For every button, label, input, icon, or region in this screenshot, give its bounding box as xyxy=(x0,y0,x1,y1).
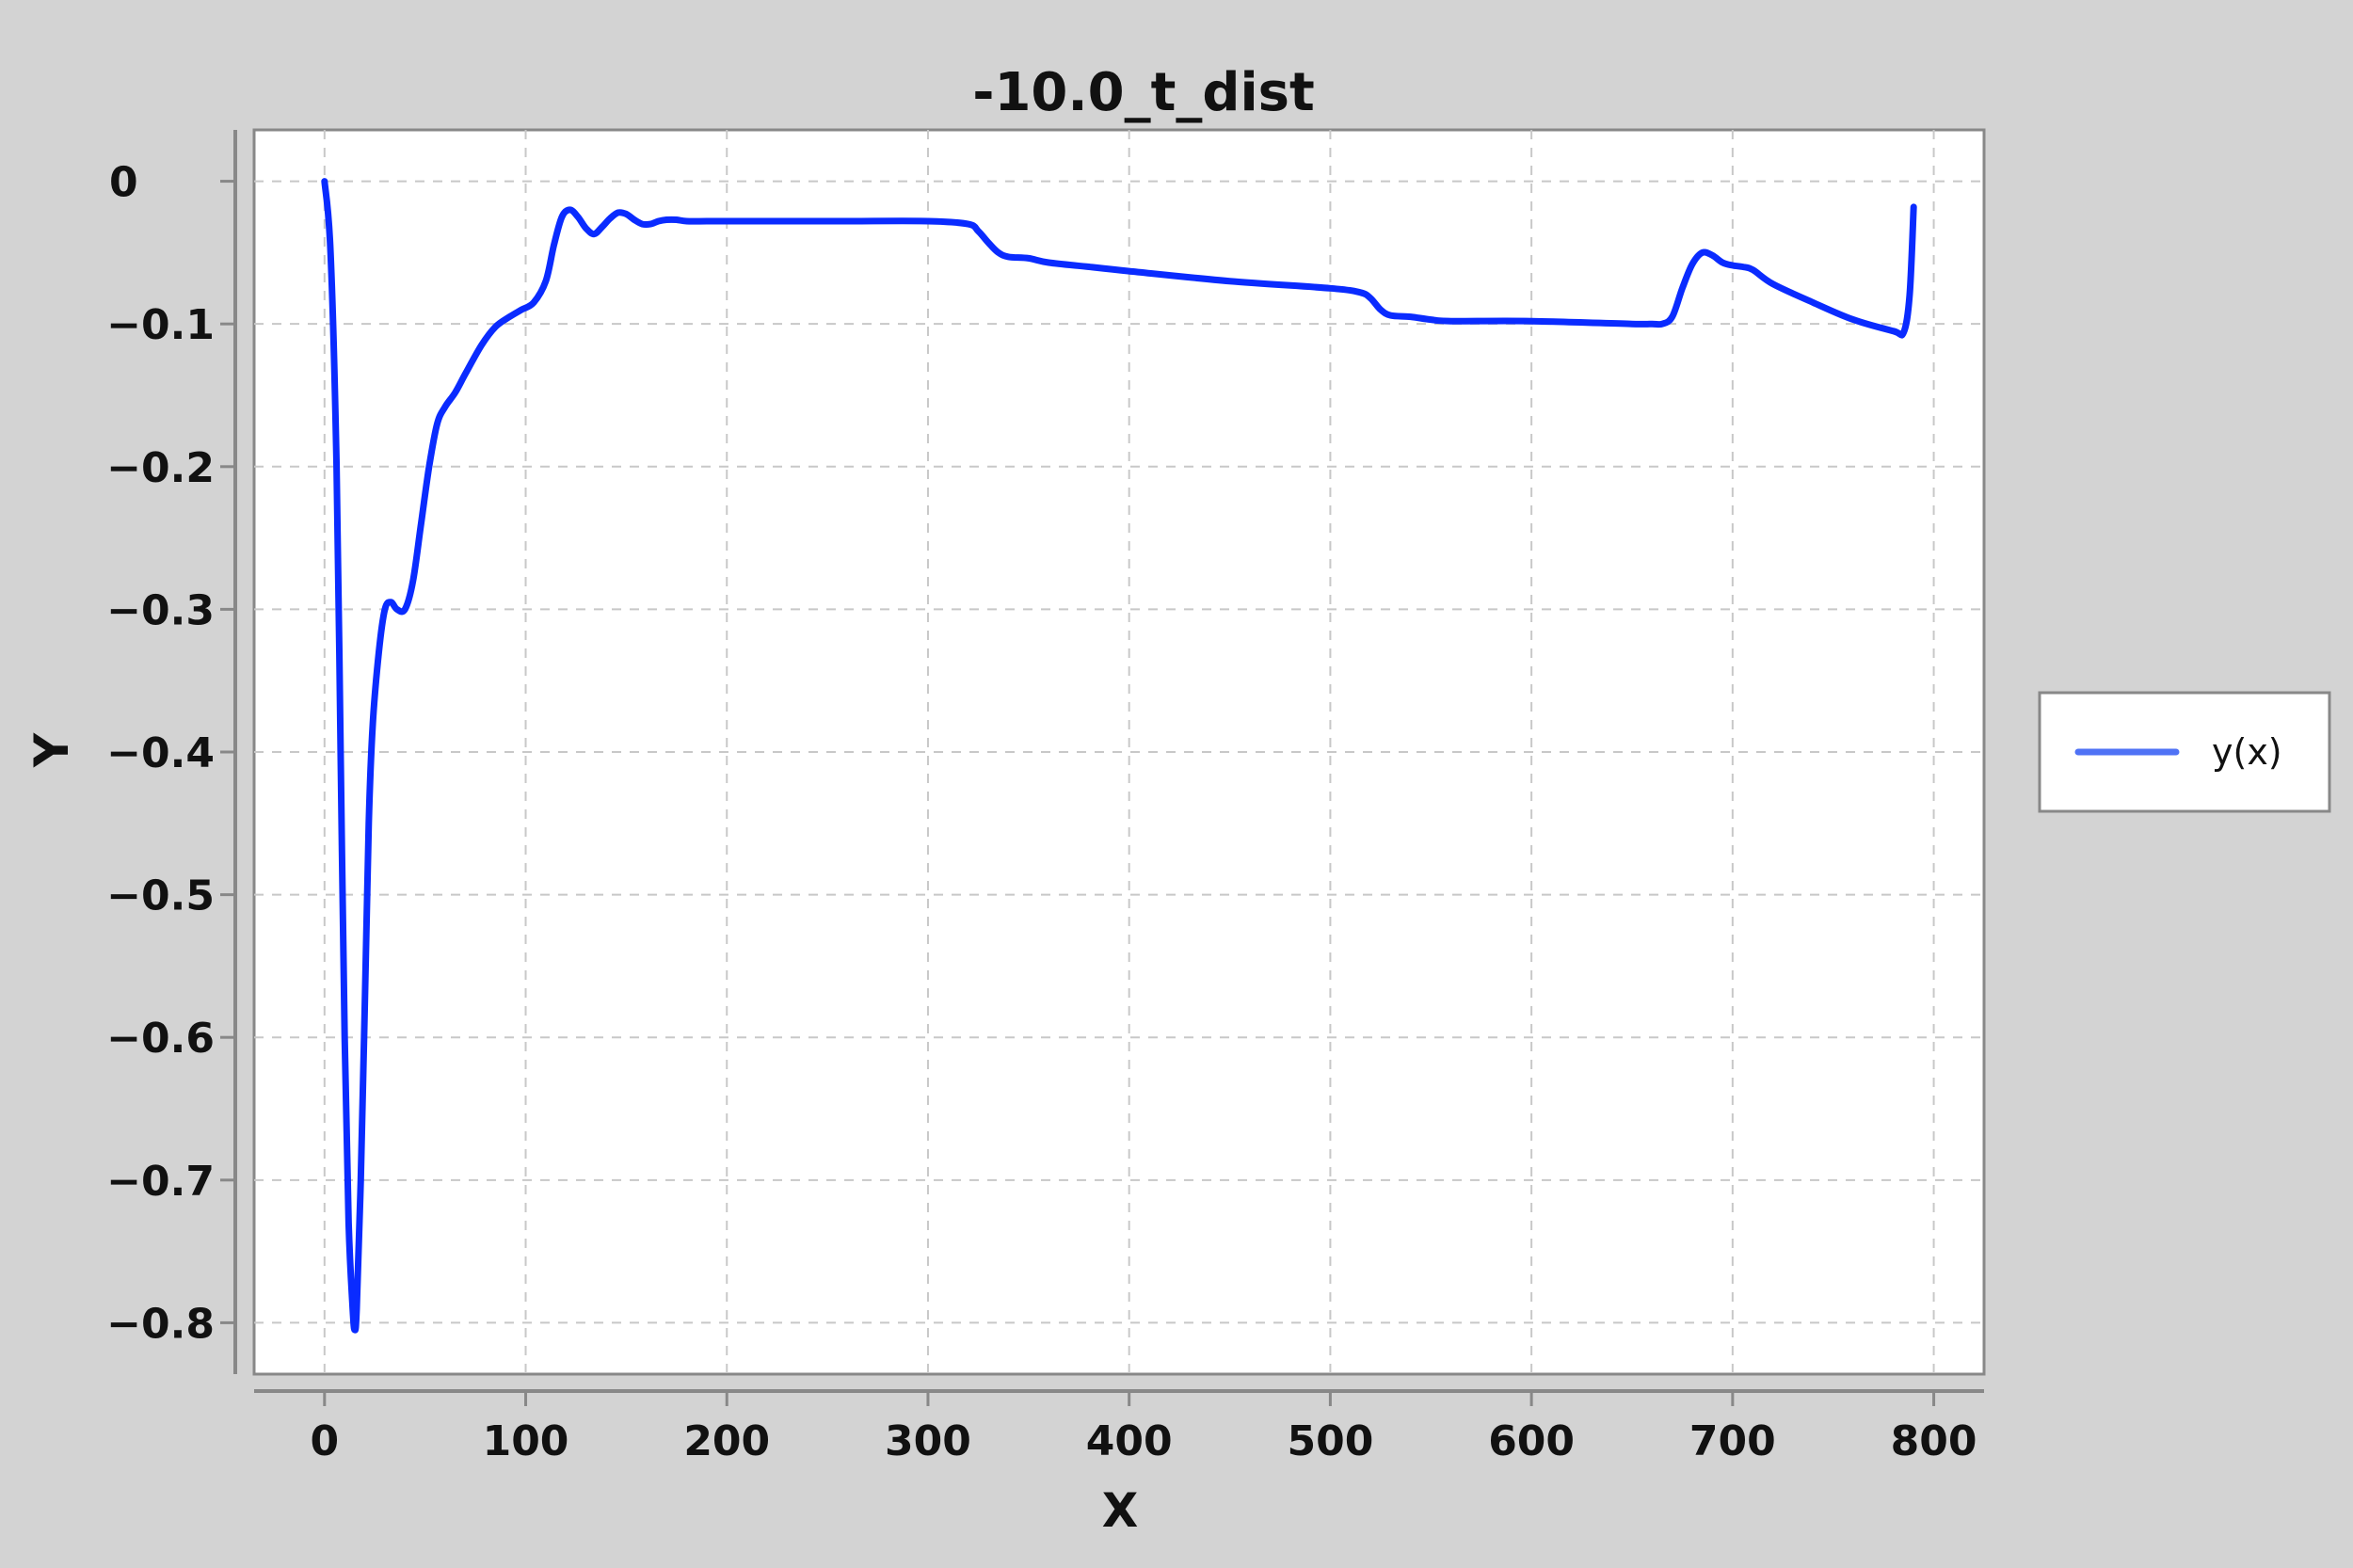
x-tick-label: 700 xyxy=(1689,1417,1776,1465)
y-tick-label: −0.4 xyxy=(106,729,215,777)
x-axis-ticks: 0 100 200 300 400 500 600 700 800 xyxy=(310,1391,1977,1465)
y-tick-label: 0 xyxy=(109,159,138,207)
x-tick-label: 500 xyxy=(1287,1417,1373,1465)
y-tick-label: −0.6 xyxy=(106,1015,215,1063)
y-tick-label: −0.2 xyxy=(106,444,215,492)
legend: y(x) xyxy=(2038,691,2331,813)
y-tick-label: −0.7 xyxy=(106,1158,215,1206)
x-tick-label: 200 xyxy=(683,1417,770,1465)
y-tick-label: −0.8 xyxy=(106,1300,215,1348)
x-axis-label: X xyxy=(1102,1483,1139,1538)
legend-label-y-x: y(x) xyxy=(2212,731,2282,773)
series-line-y-x xyxy=(321,178,1917,1334)
x-tick-label: 600 xyxy=(1488,1417,1575,1465)
x-tick-label: 100 xyxy=(483,1417,569,1465)
series-layer xyxy=(321,178,1917,1334)
y-axis-label: Y xyxy=(24,732,79,768)
y-tick-label: −0.1 xyxy=(106,301,215,349)
y-tick-label: −0.3 xyxy=(106,586,215,634)
chart-title: -10.0_t_dist xyxy=(972,62,1315,123)
x-tick-label: 400 xyxy=(1086,1417,1173,1465)
y-tick-label: −0.5 xyxy=(106,872,215,920)
y-axis-ticks: 0 −0.1 −0.2 −0.3 −0.4 −0.5 −0.6 −0.7 −0.8 xyxy=(106,159,235,1348)
x-tick-label: 300 xyxy=(885,1417,971,1465)
x-tick-label: 800 xyxy=(1891,1417,1977,1465)
grid-lines xyxy=(254,130,1984,1374)
x-tick-label: 0 xyxy=(310,1417,339,1465)
